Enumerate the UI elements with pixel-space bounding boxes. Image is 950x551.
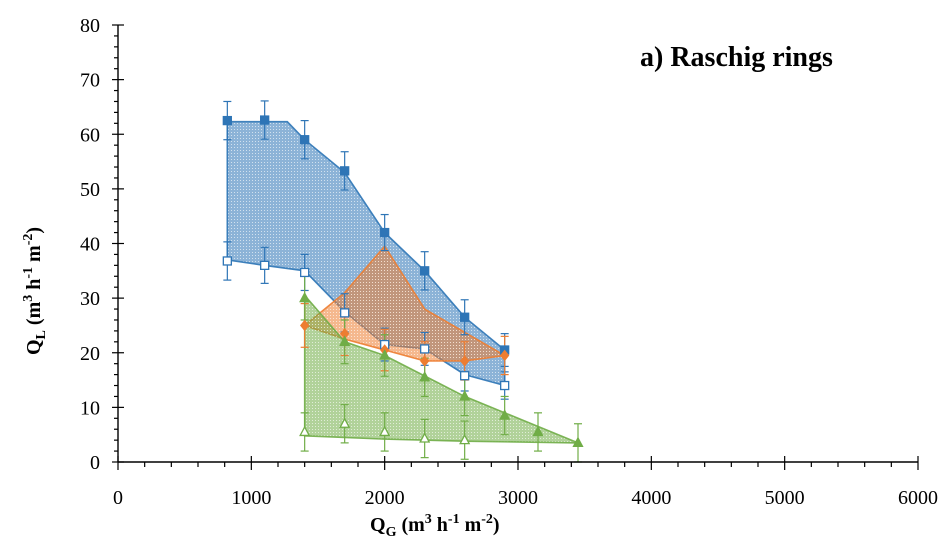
y-tick-label: 20	[80, 343, 100, 365]
x-tick-label: 4000	[631, 487, 671, 509]
data-markers	[222, 115, 584, 448]
data-point	[222, 256, 232, 266]
x-tick-label: 3000	[498, 487, 538, 509]
data-point	[459, 433, 471, 445]
x-tick-label: 5000	[765, 487, 805, 509]
data-point	[460, 355, 470, 367]
data-point	[380, 227, 390, 238]
y-tick-label: 10	[80, 397, 100, 419]
data-point	[499, 409, 511, 420]
y-tick-label: 60	[80, 124, 100, 146]
data-point	[460, 371, 470, 381]
y-tick-label: 0	[90, 452, 100, 474]
data-point	[572, 436, 584, 448]
x-tick-label: 2000	[365, 487, 405, 509]
x-tick-label: 6000	[898, 487, 938, 509]
data-point	[300, 319, 310, 332]
data-point	[340, 166, 350, 176]
data-point	[420, 344, 430, 354]
data-point	[420, 355, 430, 367]
y-tick-label: 80	[80, 15, 100, 37]
data-point	[419, 432, 431, 443]
data-point	[339, 335, 351, 346]
tick-labels: 0 1000 2000 3000 4000 5000 6000 0 10 20 30 40 50 60 70…	[80, 15, 938, 509]
data-point	[299, 425, 311, 437]
x-tick-label: 1000	[231, 487, 271, 509]
data-point	[300, 135, 310, 145]
axes	[112, 24, 919, 470]
x-tick-label: 0	[113, 487, 123, 509]
y-tick-label: 40	[80, 234, 100, 256]
data-point	[260, 260, 270, 271]
data-point	[379, 425, 391, 437]
data-point	[460, 312, 470, 322]
data-point	[260, 115, 270, 125]
x-axis-title: QG (m3 h-1 m-2)	[370, 512, 500, 540]
data-point	[500, 380, 510, 391]
data-point	[459, 390, 471, 401]
shaded-regions	[226, 120, 579, 444]
data-point	[299, 291, 311, 303]
y-axis-title: QL (m3 h-1 m-2)	[21, 227, 49, 355]
data-point	[532, 425, 544, 437]
data-point	[379, 349, 391, 360]
y-tick-label: 30	[80, 288, 100, 310]
shaded-region-2	[303, 244, 508, 362]
data-point	[420, 266, 430, 276]
data-point	[500, 349, 510, 362]
y-tick-label: 70	[80, 70, 100, 92]
data-point	[419, 370, 431, 382]
data-point	[222, 115, 232, 126]
data-point	[339, 417, 351, 428]
chart-title: a) Raschig rings	[640, 42, 833, 73]
data-point	[340, 308, 350, 318]
y-tick-label: 50	[80, 179, 100, 201]
data-point	[300, 267, 310, 278]
